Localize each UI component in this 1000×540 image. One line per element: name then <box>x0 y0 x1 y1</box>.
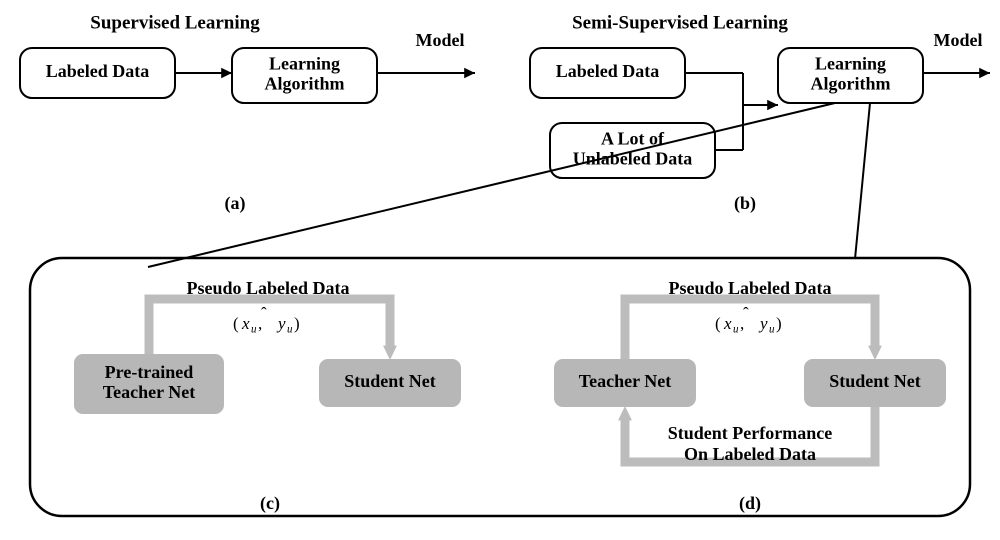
math-token: y <box>758 314 768 333</box>
d-top-arrow <box>625 299 875 360</box>
math-token: u <box>287 324 293 336</box>
math-token: ) <box>776 314 782 333</box>
label-d-pseudo: Pseudo Labeled Data <box>668 278 831 298</box>
label-a-algo-2: Algorithm <box>265 74 345 94</box>
label-a-labeled: Labeled Data <box>46 61 150 81</box>
label-b-algo-2: Algorithm <box>811 74 891 94</box>
label-b-model: Model <box>934 30 983 50</box>
sublabel-a: (a) <box>225 193 246 214</box>
label-b-labeled: Labeled Data <box>556 61 660 81</box>
label-d-perf-1: Student Performance <box>668 423 832 443</box>
sublabel-b: (b) <box>734 193 756 214</box>
math-token: ) <box>294 314 300 333</box>
label-d-perf-2: On Labeled Data <box>684 444 816 464</box>
callout-right <box>855 103 870 259</box>
math-d: (xu, ˆyu) <box>715 304 782 336</box>
math-token: ( <box>233 314 239 333</box>
math-token: y <box>276 314 286 333</box>
math-c: (xu, ˆyu) <box>233 304 300 336</box>
math-token: u <box>733 324 739 336</box>
arrow-head <box>383 346 397 360</box>
arrow-head <box>767 100 778 110</box>
title-semi: Semi-Supervised Learning <box>572 12 788 33</box>
label-c-student: Student Net <box>344 371 436 391</box>
math-token: ˆ <box>743 304 749 323</box>
arrow-head <box>618 406 632 420</box>
math-token: u <box>251 324 257 336</box>
title-supervised: Supervised Learning <box>90 12 260 33</box>
callout-left <box>148 103 835 267</box>
label-c-teacher-2: Teacher Net <box>103 382 195 402</box>
label-b-algo-1: Learning <box>815 54 886 74</box>
arrow-head <box>868 346 882 360</box>
math-token: u <box>769 324 775 336</box>
math-token: ( <box>715 314 721 333</box>
arrow-head <box>979 68 990 78</box>
label-a-algo-1: Learning <box>269 54 340 74</box>
math-token: x <box>241 314 250 333</box>
arrow-head <box>464 68 475 78</box>
arrow-head <box>221 68 232 78</box>
label-c-teacher-1: Pre-trained <box>105 362 194 382</box>
c-pseudo-arrow <box>149 299 390 355</box>
label-c-pseudo: Pseudo Labeled Data <box>186 278 349 298</box>
label-d-student: Student Net <box>829 371 921 391</box>
math-token: ˆ <box>261 304 267 323</box>
label-a-model: Model <box>416 30 465 50</box>
sublabel-c: (c) <box>260 493 280 514</box>
sublabel-d: (d) <box>739 493 761 514</box>
math-token: x <box>723 314 732 333</box>
label-d-teacher: Teacher Net <box>579 371 671 391</box>
